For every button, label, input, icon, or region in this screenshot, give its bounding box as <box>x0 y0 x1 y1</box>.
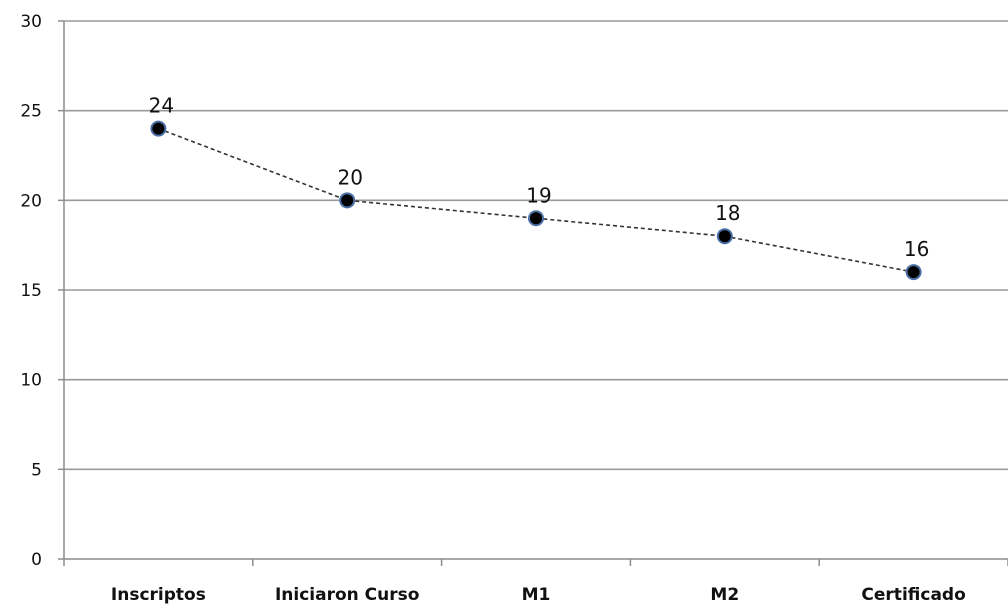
data-point-marker <box>716 228 733 245</box>
data-label: 19 <box>526 183 551 207</box>
series-layer <box>150 120 922 281</box>
data-label: 16 <box>904 237 929 261</box>
y-tick-label: 20 <box>20 191 42 211</box>
x-category-label: Certificado <box>861 585 965 605</box>
x-category-label: M2 <box>710 585 739 605</box>
y-tick-labels: 0 5 10 15 20 25 30 <box>20 12 42 570</box>
x-category-label: Inscriptos <box>111 585 206 605</box>
y-tick-label: 15 <box>20 281 42 301</box>
data-label: 18 <box>715 201 740 225</box>
y-tick-label: 25 <box>20 102 42 122</box>
data-point-marker <box>528 210 544 227</box>
x-category-label: Iniciaron Curso <box>275 585 419 605</box>
y-tick-label: 5 <box>31 460 42 480</box>
y-tick-label: 10 <box>20 371 42 391</box>
y-tick-label: 0 <box>31 550 42 570</box>
data-labels: 24 20 19 18 16 <box>149 94 930 261</box>
data-label: 24 <box>149 94 174 118</box>
data-point-marker <box>339 192 356 209</box>
x-category-label: M1 <box>522 585 551 605</box>
data-point-marker <box>150 120 167 137</box>
data-point-marker <box>905 264 922 281</box>
grid-layer <box>64 20 1008 471</box>
y-tick-label: 30 <box>20 12 42 32</box>
x-category-labels: Inscriptos Iniciaron Curso M1 M2 Certificado <box>111 585 966 605</box>
series-line <box>158 127 914 273</box>
data-label: 20 <box>337 165 362 189</box>
axis-layer <box>58 20 1008 566</box>
